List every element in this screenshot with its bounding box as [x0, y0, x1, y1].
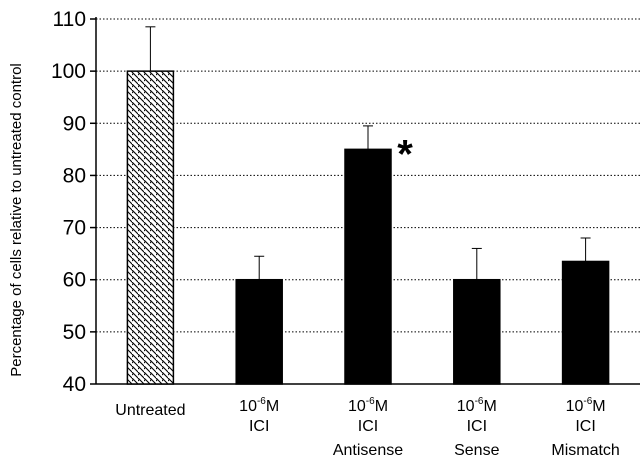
- y-tick-label: 100: [51, 60, 86, 83]
- category-label: ICI: [467, 418, 487, 435]
- y-axis-label: Percentage of cells relative to untreate…: [8, 63, 25, 377]
- category-concentration: 10-6M: [348, 396, 388, 415]
- bar: [126, 70, 175, 385]
- category-concentration: 10-6M: [239, 396, 279, 415]
- bar: [344, 148, 392, 385]
- bar: [561, 260, 610, 385]
- category-label: Mismatch: [551, 442, 619, 459]
- bar: [453, 278, 501, 385]
- category-label: ICI: [575, 418, 595, 435]
- category-label: ICI: [358, 418, 378, 435]
- bar: [235, 278, 283, 385]
- category-label: Untreated: [115, 402, 185, 419]
- category-labels: Untreated 10-6M ICI 10-6M ICI Antisense 10-6M I…: [115, 396, 620, 459]
- significance-asterisk: *: [397, 132, 413, 176]
- category-label: ICI: [249, 418, 269, 435]
- y-tick-label: 50: [63, 321, 86, 344]
- y-tick-label: 60: [63, 269, 86, 292]
- y-tick-labels: 40 50 60 70 80 90 100 110: [51, 8, 86, 396]
- error-bars: [145, 26, 591, 280]
- y-tick-label: 80: [63, 164, 86, 187]
- y-tick-label: 70: [63, 217, 86, 240]
- y-tick-label: 110: [53, 8, 86, 31]
- category-label: Antisense: [333, 442, 403, 459]
- y-tick-label: 90: [63, 112, 86, 135]
- category-label: Sense: [454, 442, 499, 459]
- category-concentration: 10-6M: [457, 396, 497, 415]
- category-concentration: 10-6M: [566, 396, 606, 415]
- y-tick-label: 40: [63, 373, 86, 396]
- significance-marks: *: [397, 132, 413, 176]
- bars: [126, 70, 610, 385]
